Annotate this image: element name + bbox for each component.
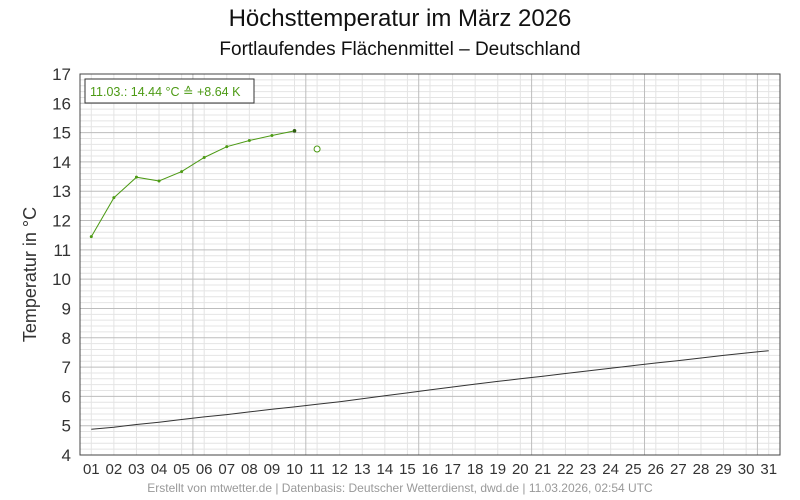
x-tick-label: 19 [489, 461, 506, 478]
x-tick-label: 11 [309, 461, 325, 478]
annotation-frame [84, 78, 255, 104]
chart-grid [79, 73, 780, 456]
x-tick-label: 23 [580, 461, 597, 478]
x-tick-label: 28 [693, 461, 710, 478]
x-tick-label: 02 [106, 461, 123, 478]
data-point [157, 179, 161, 183]
x-tick-label: 04 [151, 461, 168, 478]
y-tick-label: 5 [62, 417, 71, 436]
data-point [112, 196, 116, 200]
x-tick-label: 10 [286, 461, 303, 478]
series-line-normal [91, 350, 769, 430]
x-tick-label: 15 [399, 461, 416, 478]
annotation-box: 11.03.: 14.44 °C ≙ +8.64 K [84, 78, 255, 104]
y-tick-label: 9 [62, 299, 71, 318]
y-tick-label: 8 [62, 329, 71, 348]
x-tick-label: 13 [354, 461, 371, 478]
annotation-text: 11.03.: 14.44 °C ≙ +8.64 K [90, 85, 241, 99]
x-tick-label: 29 [715, 461, 732, 478]
data-point [247, 139, 251, 143]
y-tick-label: 7 [62, 358, 71, 377]
data-point [225, 145, 229, 149]
y-axis-title: Temperatur in °C [20, 207, 40, 342]
x-tick-label: 09 [264, 461, 281, 478]
x-tick-label: 26 [647, 461, 664, 478]
x-tick-label: 17 [444, 461, 461, 478]
x-tick-label: 07 [218, 461, 235, 478]
y-axis-ticks: 4 5 6 7 8 9 10 11 12 13 14 15 16 17 [52, 65, 71, 465]
x-tick-label: 22 [557, 461, 574, 478]
x-tick-label: 12 [331, 461, 348, 478]
x-tick-label: 21 [535, 461, 552, 478]
y-tick-label: 17 [52, 65, 71, 84]
y-tick-label: 6 [62, 387, 71, 406]
x-tick-label: 27 [670, 461, 687, 478]
y-tick-label: 16 [52, 94, 71, 113]
x-tick-label: 31 [760, 461, 777, 478]
x-tick-label: 20 [512, 461, 529, 478]
y-tick-label: 14 [52, 153, 71, 172]
x-tick-label: 06 [196, 461, 213, 478]
y-tick-label: 15 [52, 124, 71, 143]
x-tick-label: 01 [83, 461, 100, 478]
data-point [270, 134, 274, 138]
series-layer [89, 129, 769, 430]
data-point [202, 156, 206, 160]
x-tick-label: 14 [376, 461, 393, 478]
x-tick-label: 25 [625, 461, 642, 478]
y-tick-label: 11 [53, 241, 71, 260]
x-tick-label: 24 [602, 461, 619, 478]
data-point [292, 129, 297, 133]
x-tick-label: 08 [241, 461, 258, 478]
x-tick-label: 30 [738, 461, 755, 478]
data-point [134, 175, 138, 179]
y-tick-label: 13 [52, 182, 71, 201]
x-tick-label: 18 [467, 461, 484, 478]
x-axis-ticks: 01 02 03 04 05 06 07 08 09 10 11 12 13 14 15 16 17 18 19 20… [83, 461, 777, 478]
y-tick-label: 12 [52, 212, 71, 231]
plot-frame [79, 73, 781, 456]
credits-footer: Erstellt von mtwetter.de | Datenbasis: D… [147, 481, 653, 495]
forecast-point [313, 145, 321, 153]
data-point [180, 170, 184, 174]
y-tick-label: 4 [62, 446, 71, 465]
x-tick-label: 16 [422, 461, 439, 478]
y-tick-label: 10 [52, 270, 71, 289]
series-line-current [90, 130, 295, 237]
chart-subtitle: Fortlaufendes Flächenmittel – Deutschlan… [219, 39, 581, 60]
x-tick-label: 03 [128, 461, 145, 478]
data-point [89, 235, 93, 239]
x-tick-label: 05 [173, 461, 190, 478]
chart-title: Höchsttemperatur im März 2026 [228, 5, 572, 32]
